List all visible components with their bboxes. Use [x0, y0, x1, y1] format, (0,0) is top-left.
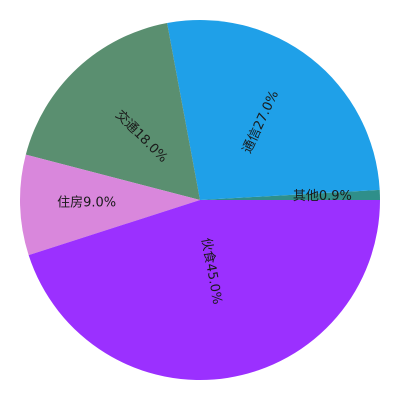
pie-slice: [200, 189, 380, 200]
pie-slices: [19, 20, 381, 381]
pie-slice-label: 住房9.0%: [57, 195, 116, 211]
pie-slice: [28, 200, 381, 381]
pie-slice: [25, 23, 201, 200]
pie-slice-label: 其他0.9%: [293, 189, 352, 204]
pie-slice: [167, 20, 380, 201]
pie-slice: [19, 154, 200, 256]
